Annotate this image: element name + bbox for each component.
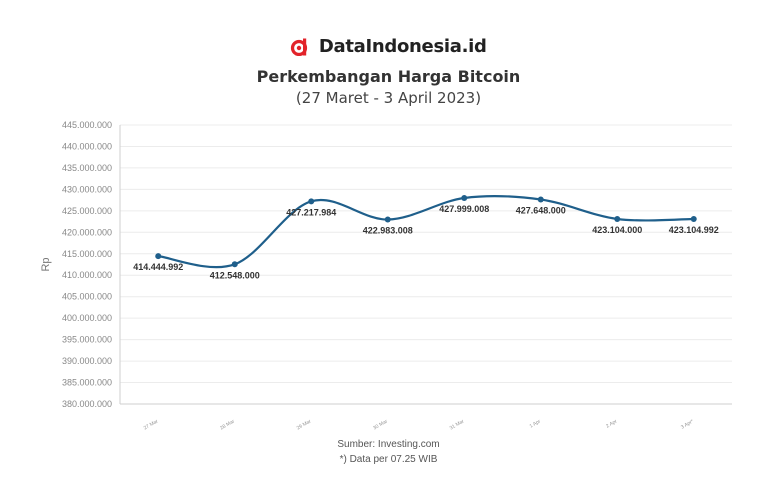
data-point: [308, 198, 315, 205]
series-line-layer: [158, 194, 694, 269]
y-tick-label: 420.000.000: [62, 227, 112, 237]
y-tick-label: 395.000.000: [62, 335, 112, 345]
y-tick-label: 440.000.000: [62, 141, 112, 151]
dataindonesia-logo-icon: [291, 38, 308, 56]
y-tick-label: 430.000.000: [62, 184, 112, 194]
data-label: 427.648.000: [516, 205, 566, 215]
data-label: 414.444.992: [133, 262, 183, 272]
data-label: 422.983.008: [363, 226, 413, 236]
y-tick-label: 435.000.000: [62, 163, 112, 173]
chart-subtitle: (27 Maret - 3 April 2023): [295, 89, 482, 107]
data-points: [155, 194, 697, 268]
source-note: Sumber: Investing.com: [337, 439, 440, 450]
gridlines: [120, 124, 732, 405]
axes: 380.000.000 385.000.000 390.000.000 395.000…: [40, 120, 695, 432]
brand-name: DataIndonesia.id: [318, 36, 487, 57]
y-tick-label: 390.000.000: [62, 356, 112, 366]
data-point: [461, 194, 468, 201]
y-tick-label: 385.000.000: [62, 378, 112, 388]
data-label: 423.104.000: [592, 225, 642, 235]
y-tick-label: 405.000.000: [62, 292, 112, 302]
series-line: [158, 194, 694, 269]
data-labels: 414.444.992 412.548.000 427.217.984 422.983…: [133, 204, 719, 280]
x-tick-label: 27 Mar: [143, 418, 160, 431]
data-label: 427.999.008: [439, 204, 489, 214]
brand-header: DataIndonesia.id: [0, 36, 777, 57]
data-label: 412.548.000: [210, 270, 260, 280]
x-tick-label: 1 Apr: [529, 418, 542, 429]
y-tick-label: 380.000.000: [62, 399, 112, 409]
x-tick-label: 30 Mar: [372, 418, 389, 431]
data-point: [231, 261, 238, 268]
x-tick-label: 28 Mar: [219, 418, 236, 431]
data-point: [384, 216, 391, 223]
x-tick-label: 31 Mar: [449, 418, 466, 431]
data-label: 423.104.992: [669, 225, 719, 235]
x-tick-label: 29 Mar: [296, 418, 313, 431]
x-tick-label: 2 Apr: [605, 418, 618, 429]
data-point: [614, 215, 621, 222]
y-axis-title: Rp: [40, 257, 52, 271]
data-point: [690, 215, 697, 222]
y-tick-label: 415.000.000: [62, 249, 112, 259]
data-point: [537, 196, 544, 203]
y-tick-label: 445.000.000: [62, 120, 112, 130]
y-tick-label: 410.000.000: [62, 270, 112, 280]
data-label: 427.217.984: [286, 207, 336, 217]
chart-title: Perkembangan Harga Bitcoin: [256, 67, 521, 86]
x-tick-label: 3 Apr*: [680, 419, 695, 431]
footnote: *) Data per 07.25 WIB: [339, 454, 438, 465]
y-tick-label: 425.000.000: [62, 206, 112, 216]
y-tick-label: 400.000.000: [62, 313, 112, 323]
data-point: [155, 253, 162, 260]
